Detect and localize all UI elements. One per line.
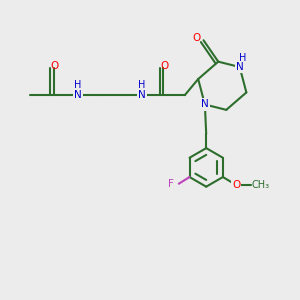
Text: H: H <box>239 53 247 63</box>
Text: N: N <box>236 62 244 72</box>
Text: O: O <box>232 180 240 190</box>
Text: F: F <box>168 179 174 189</box>
Text: O: O <box>51 61 59 71</box>
Text: N: N <box>74 90 82 100</box>
Text: O: O <box>193 33 201 43</box>
Text: N: N <box>138 90 146 100</box>
Text: O: O <box>160 61 169 71</box>
Text: CH₃: CH₃ <box>251 180 269 190</box>
Text: H: H <box>74 80 81 90</box>
Text: H: H <box>138 80 146 90</box>
Text: N: N <box>201 100 209 110</box>
